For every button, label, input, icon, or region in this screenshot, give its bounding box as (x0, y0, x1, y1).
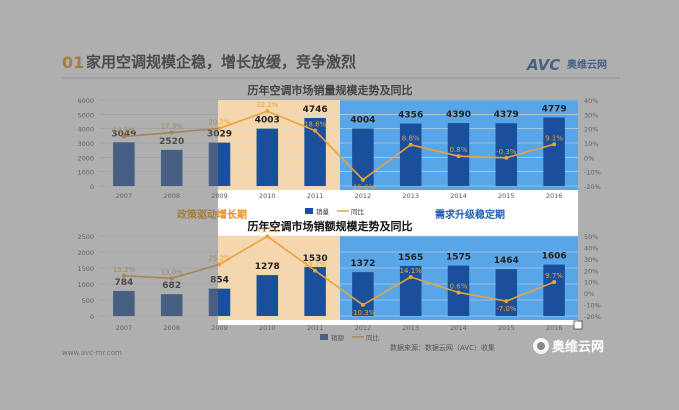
yoy-point (313, 128, 318, 133)
yoy-point (265, 109, 270, 114)
yoy-point (360, 302, 365, 307)
yoy-point (360, 177, 365, 182)
bar (352, 272, 374, 316)
resize-handle (573, 320, 583, 330)
watermark: 奥维云网 (533, 338, 604, 355)
yoy-point (408, 275, 413, 280)
bar-value-label: 1565 (398, 253, 423, 263)
chart-legend: 销量 同比 (305, 207, 365, 216)
yoy-point (456, 154, 461, 159)
yoy-point (552, 280, 557, 285)
bar-value-label: 1464 (494, 256, 519, 266)
bar-value-label: 1530 (303, 254, 328, 264)
yoy-label: 32.2% (256, 101, 279, 109)
legend-swatch-bar (305, 208, 313, 214)
yoy-label: -7.0% (496, 305, 517, 313)
yoy-label: -15.6% (351, 184, 376, 192)
yoy-label: 9.1% (545, 134, 563, 142)
x-tick-label: 2014 (450, 192, 467, 200)
bar (304, 117, 326, 186)
yoy-point (504, 155, 509, 160)
yoy-label: -0.3% (496, 148, 517, 156)
x-tick-label: 2012 (355, 192, 372, 200)
x-tick-label: 2009 (211, 192, 228, 200)
bar-value-label: 1278 (255, 262, 280, 272)
yoy-label: 8.8% (402, 135, 420, 143)
bar-value-label: 4003 (255, 116, 280, 126)
x-tick-label: 2015 (498, 192, 515, 200)
watermark-icon-dot (537, 342, 545, 350)
legend-label-line: 同比 (351, 207, 365, 216)
yoy-label: -10.3% (351, 309, 376, 317)
yoy-point (265, 234, 270, 239)
bar-value-label: 4356 (398, 111, 423, 121)
bar (543, 264, 565, 316)
yoy-label: 0.8% (450, 146, 468, 154)
yoy-point (313, 268, 318, 273)
bar-value-label: 4746 (303, 105, 328, 115)
bar-value-label: 3029 (207, 130, 232, 140)
bar-value-label: 1606 (542, 252, 567, 262)
x-tick-label: 2013 (402, 192, 419, 200)
bar (256, 128, 279, 186)
chart-title: 历年空调市场销额规模走势及同比 (248, 219, 413, 233)
x-tick-label: 2010 (259, 192, 276, 200)
bar-value-label: 4779 (542, 105, 567, 115)
x-tick-label: 2016 (546, 192, 563, 200)
watermark-text: 奥维云网 (552, 339, 604, 355)
bar (304, 267, 326, 316)
legend-label-bar: 销量 (316, 207, 330, 216)
yoy-point (456, 290, 461, 295)
yoy-point (552, 142, 557, 147)
bar (495, 123, 518, 186)
bar (352, 128, 374, 186)
yoy-label: 25.2% (208, 254, 231, 262)
yoy-label: 9.7% (545, 272, 563, 280)
yoy-label: 20.2% (208, 118, 231, 126)
band-right-label: 需求升级稳定期 (435, 208, 505, 221)
bar (543, 117, 565, 186)
yoy-point (504, 299, 509, 304)
yoy-point (217, 126, 222, 131)
yoy-point (217, 262, 222, 267)
yoy-label: 0.6% (450, 282, 468, 290)
yoy-label: 49.7% (256, 226, 279, 234)
yoy-label: 14.1% (400, 267, 423, 275)
x-tick-label: 2011 (307, 192, 324, 200)
bar-value-label: 4390 (446, 110, 471, 120)
yoy-label: 18.6% (304, 121, 327, 129)
yoy-label: 19.7% (304, 261, 327, 269)
bar (399, 123, 422, 186)
bar (256, 275, 279, 316)
bar-value-label: 1575 (446, 253, 471, 263)
bar-value-label: 4379 (494, 110, 519, 120)
bar-value-label: 1372 (350, 259, 375, 269)
bar-value-label: 4004 (350, 116, 375, 126)
yoy-point (408, 142, 413, 147)
bar-value-label: 854 (210, 276, 229, 286)
bar (495, 269, 518, 316)
